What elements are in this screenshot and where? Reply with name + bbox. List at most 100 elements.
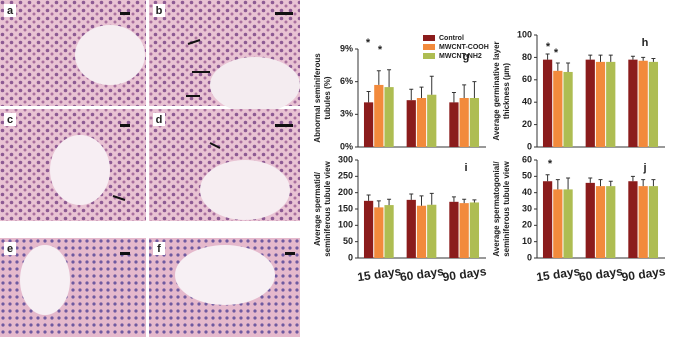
y-axis-label: Average germinative layer xyxy=(492,41,501,140)
panel-label-box xyxy=(153,113,165,126)
error-bar xyxy=(598,54,603,62)
panel-label: h xyxy=(642,37,649,49)
bar xyxy=(606,61,616,147)
error-bar xyxy=(387,198,392,206)
x-tick-label: 60 days xyxy=(399,264,445,284)
bar xyxy=(648,61,659,147)
y-tick-label: 0 xyxy=(527,252,532,262)
panel-label-box xyxy=(460,161,472,174)
y-tick-label: 6% xyxy=(340,76,353,86)
arrow xyxy=(187,39,201,45)
arrow xyxy=(209,142,221,149)
bar xyxy=(648,186,659,258)
bar xyxy=(384,205,394,258)
error-bar xyxy=(429,75,434,95)
bar xyxy=(585,59,595,147)
y-axis-label: Average spermatogonial/ xyxy=(492,161,501,257)
error-bar xyxy=(588,177,593,183)
legend-label: MWCNT-COOH xyxy=(439,44,489,51)
lumen xyxy=(200,160,290,220)
charts: 0% 3% 6% 9% Abnormal seminiferous tubules (%)… xyxy=(313,29,667,284)
y-tick-label: 40 xyxy=(522,97,532,107)
error-bar xyxy=(608,180,613,187)
legend-label: Control xyxy=(439,35,464,42)
bar xyxy=(553,70,563,147)
panel-label: b xyxy=(156,5,163,17)
panel-label-box xyxy=(4,242,16,255)
bar xyxy=(542,59,553,147)
lumen xyxy=(50,135,110,205)
y-tick-label: 20 xyxy=(522,119,532,129)
error-bar xyxy=(641,56,646,61)
significance-marker: * xyxy=(554,47,559,59)
bar xyxy=(449,201,459,258)
error-bar xyxy=(429,192,434,205)
bar xyxy=(563,71,573,147)
arrow xyxy=(112,195,126,201)
bar xyxy=(416,205,427,258)
lumen xyxy=(210,57,300,113)
error-bar xyxy=(651,179,656,187)
error-bar xyxy=(376,200,381,208)
y-axis-label: Average spermatid/ xyxy=(313,171,322,246)
error-bar xyxy=(588,54,593,60)
error-bar xyxy=(555,62,560,71)
x-tick-label: 15 days xyxy=(535,264,581,284)
arrows xyxy=(112,39,221,201)
error-bar xyxy=(630,55,635,60)
significance-marker: * xyxy=(548,158,553,170)
error-bar xyxy=(451,92,456,103)
bar xyxy=(363,200,374,258)
error-bar xyxy=(651,58,656,62)
y-axis-label: thickness (µm) xyxy=(502,63,511,120)
bar xyxy=(406,100,416,147)
y-tick-label: 50 xyxy=(343,236,353,246)
error-bar xyxy=(409,193,414,200)
y-tick-label: 250 xyxy=(338,171,353,181)
scale-bars xyxy=(120,12,295,255)
bar xyxy=(628,181,638,258)
bar xyxy=(469,98,480,147)
error-bar xyxy=(555,179,560,190)
bar xyxy=(638,60,648,148)
y-tick-label: 50 xyxy=(522,171,532,181)
error-bar xyxy=(366,194,371,201)
error-bar xyxy=(462,84,467,98)
error-bar xyxy=(566,62,571,72)
panel-label: a xyxy=(7,5,14,17)
panel-label: g xyxy=(463,51,470,63)
error-bar xyxy=(641,179,646,187)
y-tick-label: 3% xyxy=(340,109,353,119)
y-tick-label: 300 xyxy=(338,154,353,164)
chart: 0 20 40 60 80 100 Average germinative layer thi… xyxy=(492,29,665,151)
error-bar xyxy=(545,53,550,60)
error-bar xyxy=(545,174,550,182)
bar xyxy=(374,207,384,258)
y-tick-label: 0 xyxy=(348,252,353,262)
panel-label: c xyxy=(7,114,13,126)
panel-label: j xyxy=(642,162,646,174)
x-tick-label: 15 days xyxy=(356,264,402,284)
y-tick-label: 10 xyxy=(522,236,532,246)
error-bar xyxy=(409,88,414,101)
lumen xyxy=(20,245,70,315)
y-axis-label: seminiferous tubule view xyxy=(323,160,332,256)
panel-label-box xyxy=(153,242,165,255)
error-bar xyxy=(472,199,477,203)
bar xyxy=(459,98,469,147)
bar xyxy=(416,98,427,147)
error-bar xyxy=(566,177,571,190)
y-tick-label: 150 xyxy=(338,203,353,213)
bar xyxy=(469,202,480,258)
y-tick-label: 80 xyxy=(522,52,532,62)
significance-marker: * xyxy=(546,41,551,53)
bar xyxy=(542,181,553,258)
error-bar xyxy=(387,69,392,88)
bar xyxy=(406,199,416,258)
y-tick-label: 200 xyxy=(338,187,353,197)
panel-label: d xyxy=(156,114,163,126)
bar xyxy=(585,182,595,258)
